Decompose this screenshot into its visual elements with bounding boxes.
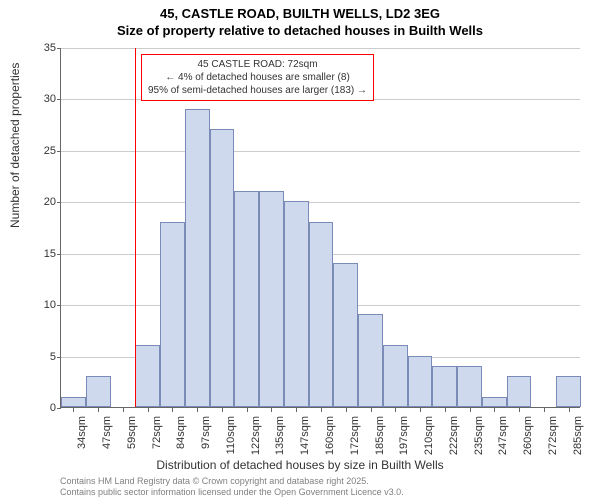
gridline xyxy=(61,151,580,152)
x-tick-mark xyxy=(494,408,495,412)
x-tick-label: 260sqm xyxy=(522,416,534,455)
y-tick-mark xyxy=(57,99,61,100)
y-tick-label: 0 xyxy=(32,402,56,414)
y-tick-mark xyxy=(57,254,61,255)
chart-title: 45, CASTLE ROAD, BUILTH WELLS, LD2 3EG xyxy=(0,0,600,23)
x-tick-mark xyxy=(395,408,396,412)
y-tick-label: 25 xyxy=(32,145,56,157)
y-tick-mark xyxy=(57,357,61,358)
marker-vertical-line xyxy=(135,48,136,407)
x-tick-label: 272sqm xyxy=(547,416,559,455)
x-tick-label: 84sqm xyxy=(175,416,187,449)
x-tick-mark xyxy=(470,408,471,412)
histogram-bar xyxy=(556,376,581,407)
x-tick-mark xyxy=(519,408,520,412)
y-tick-mark xyxy=(57,151,61,152)
plot-area: 45 CASTLE ROAD: 72sqm← 4% of detached ho… xyxy=(60,48,580,408)
histogram-bar xyxy=(507,376,532,407)
y-tick-label: 5 xyxy=(32,351,56,363)
y-tick-label: 35 xyxy=(32,42,56,54)
x-tick-label: 197sqm xyxy=(398,416,410,455)
histogram-bar xyxy=(383,345,408,407)
y-tick-mark xyxy=(57,408,61,409)
histogram-bar xyxy=(284,201,309,407)
histogram-bar xyxy=(432,366,457,407)
x-tick-mark xyxy=(445,408,446,412)
x-tick-mark xyxy=(321,408,322,412)
annotation-box: 45 CASTLE ROAD: 72sqm← 4% of detached ho… xyxy=(141,54,374,101)
histogram-bar xyxy=(135,345,160,407)
footer-line-1: Contains HM Land Registry data © Crown c… xyxy=(60,476,404,487)
x-tick-label: 235sqm xyxy=(473,416,485,455)
histogram-bar xyxy=(309,222,334,407)
annotation-line: ← 4% of detached houses are smaller (8) xyxy=(148,71,367,84)
x-tick-label: 59sqm xyxy=(126,416,138,449)
x-tick-mark xyxy=(420,408,421,412)
x-tick-mark xyxy=(172,408,173,412)
x-tick-mark xyxy=(346,408,347,412)
y-axis-label: Number of detached properties xyxy=(8,63,22,228)
y-tick-label: 10 xyxy=(32,299,56,311)
x-tick-mark xyxy=(148,408,149,412)
x-tick-mark xyxy=(544,408,545,412)
histogram-bar xyxy=(457,366,482,407)
y-tick-mark xyxy=(57,48,61,49)
histogram-bar xyxy=(333,263,358,407)
x-tick-mark xyxy=(222,408,223,412)
histogram-bar xyxy=(160,222,185,407)
x-tick-mark xyxy=(296,408,297,412)
x-tick-label: 185sqm xyxy=(374,416,386,455)
x-tick-label: 285sqm xyxy=(572,416,584,455)
x-tick-label: 110sqm xyxy=(225,416,237,454)
histogram-bar xyxy=(234,191,259,407)
x-tick-mark xyxy=(73,408,74,412)
x-tick-label: 222sqm xyxy=(448,416,460,455)
chart-container: 45, CASTLE ROAD, BUILTH WELLS, LD2 3EG S… xyxy=(0,0,600,500)
gridline xyxy=(61,48,580,49)
x-tick-label: 97sqm xyxy=(200,416,212,449)
x-tick-mark xyxy=(371,408,372,412)
x-tick-label: 160sqm xyxy=(324,416,336,455)
annotation-line: 95% of semi-detached houses are larger (… xyxy=(148,84,367,97)
x-tick-label: 47sqm xyxy=(101,416,113,449)
y-tick-label: 15 xyxy=(32,248,56,260)
x-tick-label: 172sqm xyxy=(349,416,361,455)
x-tick-label: 135sqm xyxy=(274,416,286,455)
x-tick-label: 147sqm xyxy=(299,416,311,455)
histogram-bar xyxy=(61,397,86,407)
x-tick-label: 72sqm xyxy=(151,416,163,449)
x-tick-mark xyxy=(271,408,272,412)
histogram-bar xyxy=(185,109,210,407)
x-tick-mark xyxy=(197,408,198,412)
annotation-line: 45 CASTLE ROAD: 72sqm xyxy=(148,58,367,71)
chart-subtitle: Size of property relative to detached ho… xyxy=(0,23,600,40)
x-tick-mark xyxy=(98,408,99,412)
y-tick-label: 30 xyxy=(32,93,56,105)
x-tick-mark xyxy=(247,408,248,412)
histogram-bar xyxy=(86,376,111,407)
x-tick-label: 247sqm xyxy=(497,416,509,455)
footer-line-2: Contains public sector information licen… xyxy=(60,487,404,498)
x-tick-mark xyxy=(123,408,124,412)
attribution-footer: Contains HM Land Registry data © Crown c… xyxy=(60,476,404,498)
y-tick-mark xyxy=(57,202,61,203)
gridline xyxy=(61,202,580,203)
histogram-bar xyxy=(259,191,284,407)
x-tick-label: 34sqm xyxy=(76,416,88,449)
histogram-bar xyxy=(210,129,235,407)
x-tick-label: 210sqm xyxy=(423,416,435,455)
histogram-bar xyxy=(408,356,433,407)
x-tick-mark xyxy=(569,408,570,412)
y-tick-label: 20 xyxy=(32,196,56,208)
x-tick-label: 122sqm xyxy=(250,416,262,455)
histogram-bar xyxy=(358,314,383,407)
x-axis-label: Distribution of detached houses by size … xyxy=(0,458,600,472)
y-tick-mark xyxy=(57,305,61,306)
histogram-bar xyxy=(482,397,507,407)
